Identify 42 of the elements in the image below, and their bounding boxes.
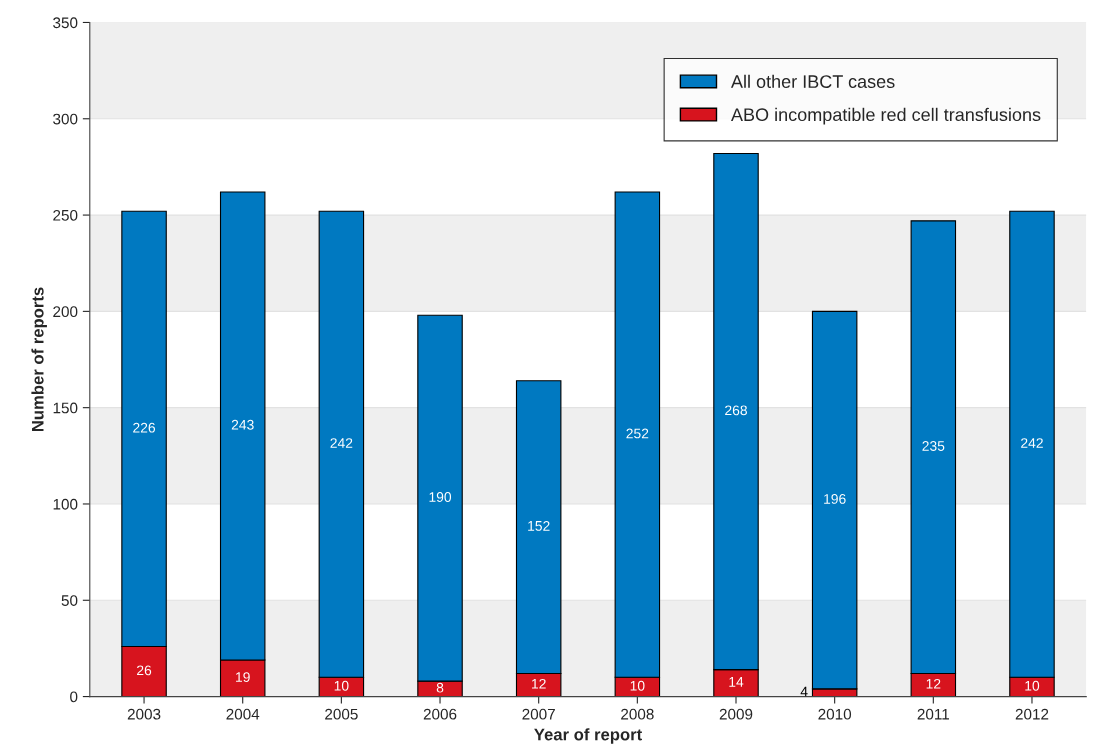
data-label: 242 [330,438,353,448]
x-tick-label: 2007 [522,708,555,720]
data-label: 8 [436,682,444,693]
data-label: 19 [236,672,250,682]
y-tick-label: 150 [53,402,78,414]
data-label: 10 [1025,680,1040,691]
y-tick-label: 0 [70,691,78,703]
data-label: 10 [334,680,349,691]
y-tick-label: 200 [53,306,78,318]
data-label: 12 [532,678,546,689]
x-tick-label: 2004 [226,708,260,720]
data-label: 268 [725,405,747,416]
x-tick-label: 2012 [1015,708,1049,720]
x-tick-label: 2006 [423,708,457,720]
legend-label: ABO incompatible red cell transfusions [730,107,1041,125]
data-label: 235 [922,441,945,451]
y-axis-title: Number of reports [31,287,47,432]
data-label: 12 [926,678,941,689]
data-label: 226 [133,422,156,433]
data-label: 14 [729,677,744,687]
data-label: 243 [231,419,254,430]
x-tick-label: 2005 [325,708,358,720]
x-tick-label: 2009 [719,708,753,720]
legend-label: All other IBCT cases [730,74,895,88]
y-tick-label: 350 [53,17,78,29]
x-tick-label: 2008 [621,708,654,720]
data-label: 242 [1021,438,1043,448]
data-label: 26 [137,665,152,676]
x-axis-title: Year of report [534,728,642,744]
data-label: 152 [528,520,550,531]
data-label: 10 [630,680,645,691]
y-tick-label: 100 [53,498,78,510]
y-tick-label: 250 [53,209,78,221]
x-tick-label: 2011 [917,708,950,720]
y-tick-label: 300 [53,113,78,125]
data-label: 190 [429,492,452,502]
y-tick-label: 50 [61,595,78,606]
data-label: 252 [626,428,649,439]
x-tick-label: 2010 [818,708,852,720]
x-tick-label: 2003 [127,708,161,720]
data-label: 196 [824,494,846,504]
data-label: 4 [800,686,808,697]
